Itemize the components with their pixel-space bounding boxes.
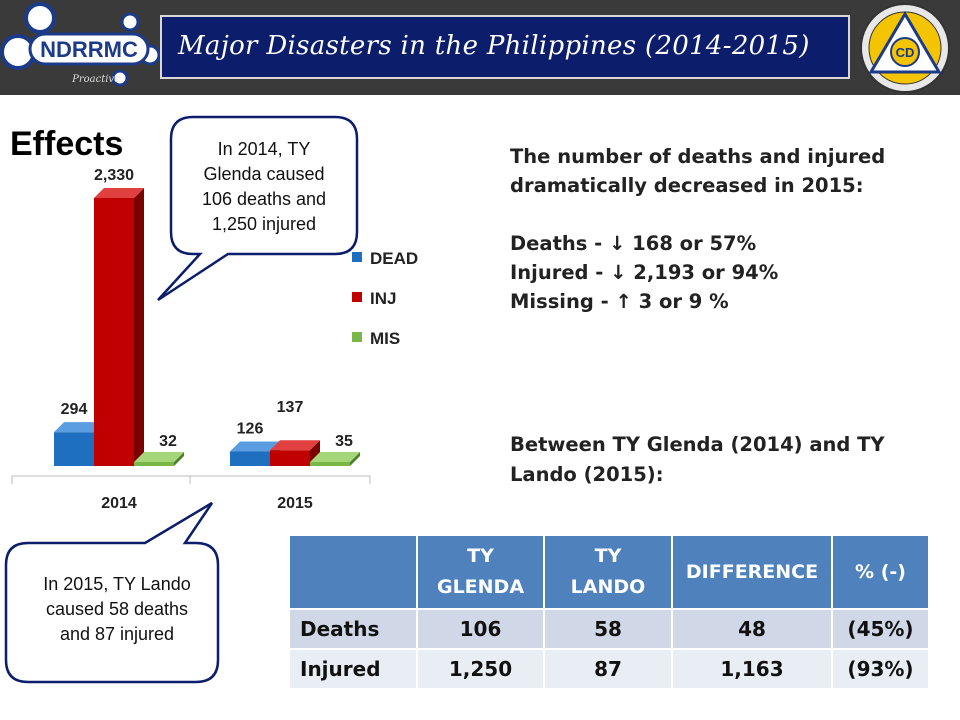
table-header-lando: TY LANDO — [543, 534, 673, 610]
bar-mis-2015 — [310, 461, 350, 466]
summary-missing: Missing - ↑ 3 or 9 % — [510, 290, 729, 313]
table-header-glenda: TY GLENDA — [416, 534, 545, 610]
row-label-injured: Injured — [288, 648, 418, 690]
bar-inj-2014 — [94, 198, 134, 466]
comparison-heading-line1: Between TY Glenda (2014) and TY — [510, 433, 885, 456]
cell-lando-injured: 87 — [543, 648, 673, 690]
cell-difference-injured: 1,163 — [671, 648, 833, 690]
callout-2015-bubble — [4, 501, 220, 684]
bar-top-mis-2014 — [134, 452, 184, 462]
cell-percent-deaths: (45%) — [831, 608, 930, 650]
legend-label-dead: DEAD — [370, 249, 418, 268]
comparison-heading: Between TY Glenda (2014) and TY Lando (2… — [510, 430, 930, 490]
logo-text: NDRRMC — [40, 37, 138, 62]
callout-2015-line3: and 87 injured — [60, 624, 174, 644]
bar-side-inj-2014 — [134, 188, 144, 466]
cell-glenda-injured: 1,250 — [416, 648, 545, 690]
effects-bar-chart: 294 2,330 32 2014 126 137 35 2015 DEAD INJ MIS — [11, 167, 418, 512]
x-tick-label-2015: 2015 — [277, 495, 313, 512]
data-label-mis-2015: 35 — [335, 433, 353, 450]
bar-top-dead-2014 — [54, 422, 104, 433]
table-header-row: TY GLENDA TY LANDO DIFFERENCE % (-) — [288, 534, 930, 610]
data-label-dead-2014: 294 — [61, 401, 88, 418]
table-header-empty — [288, 534, 418, 610]
bar-top-inj-2014 — [94, 188, 144, 198]
cell-percent-injured: (93%) — [831, 648, 930, 690]
callout-2015-line1: In 2015, TY Lando — [43, 574, 190, 594]
summary-block: The number of deaths and injured dramati… — [510, 142, 885, 316]
x-tick-label-2014: 2014 — [101, 495, 137, 512]
legend-label-inj: INJ — [370, 289, 396, 308]
cell-glenda-deaths: 106 — [416, 608, 545, 650]
title-banner: Major Disasters in the Philippines (2014… — [160, 15, 850, 79]
bar-top-mis-2015 — [310, 451, 360, 462]
table-header-percent: % (-) — [831, 534, 930, 610]
summary-heading-line1: The number of deaths and injured — [510, 145, 886, 168]
bar-side-mis-2014 — [174, 452, 184, 466]
table-row: Injured 1,250 87 1,163 (93%) — [288, 648, 930, 690]
legend-label-mis: MIS — [370, 329, 400, 348]
row-label-deaths: Deaths — [288, 608, 418, 650]
comparison-table: TY GLENDA TY LANDO DIFFERENCE % (-) Deaths… — [288, 534, 930, 690]
data-label-dead-2015: 126 — [237, 421, 264, 438]
section-title: Effects — [10, 125, 124, 163]
logo-subtext: Proactive — [71, 74, 120, 85]
bar-inj-2015 — [270, 450, 310, 466]
legend-swatch-mis — [352, 332, 362, 342]
bar-top-inj-2015 — [270, 440, 320, 451]
table-header-difference: DIFFERENCE — [671, 534, 833, 610]
legend-swatch-inj — [352, 292, 362, 302]
cell-lando-deaths: 58 — [543, 608, 673, 650]
summary-heading-line2: dramatically decreased in 2015: — [510, 174, 864, 197]
seal-letters: CD — [896, 45, 915, 60]
summary-deaths: Deaths - ↓ 168 or 57% — [510, 232, 757, 255]
table-row: Deaths 106 58 48 (45%) — [288, 608, 930, 650]
bar-side-mis-2015 — [350, 451, 360, 466]
data-label-inj-2015: 137 — [277, 399, 304, 416]
header-bar: NDRRMC Proactive Major Disasters in the … — [0, 0, 960, 95]
bar-mis-2014 — [134, 462, 174, 466]
ndrrmc-logo: NDRRMC Proactive — [0, 2, 161, 87]
comparison-heading-line2: Lando (2015): — [510, 463, 664, 486]
summary-injured: Injured - ↓ 2,193 or 94% — [510, 261, 779, 284]
data-label-mis-2014: 32 — [159, 433, 177, 450]
bar-dead-2014 — [54, 432, 94, 466]
callout-2015-line2: caused 58 deaths — [46, 599, 188, 619]
data-label-inj-2014: 2,330 — [94, 167, 134, 184]
legend-swatch-dead — [352, 252, 362, 262]
civil-defense-seal-icon: CD — [860, 3, 950, 93]
bar-top-dead-2015 — [230, 441, 280, 452]
cell-difference-deaths: 48 — [671, 608, 833, 650]
bar-dead-2015 — [230, 451, 270, 466]
page-title: Major Disasters in the Philippines (2014… — [178, 31, 810, 61]
